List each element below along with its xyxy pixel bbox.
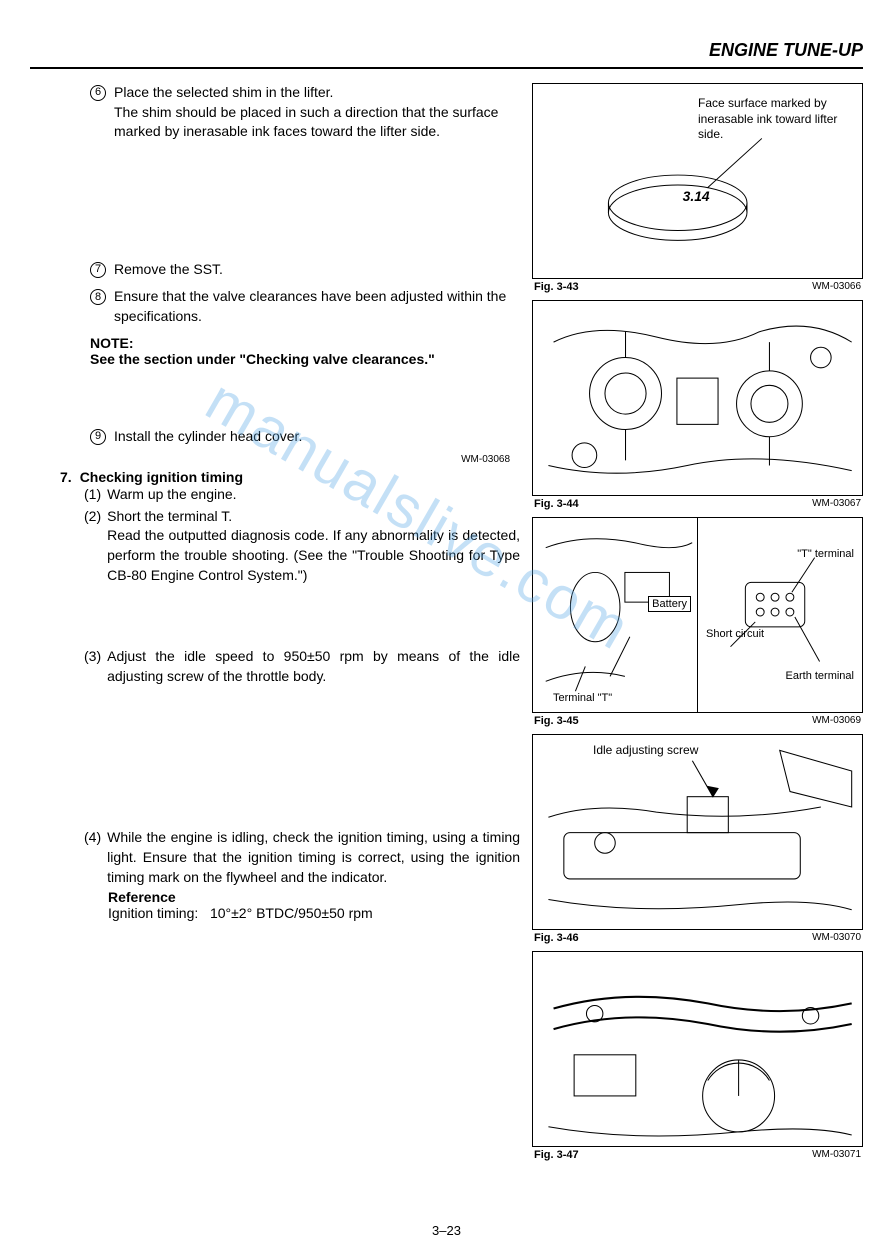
substep-4-text: While the engine is idling, check the ig… — [107, 828, 520, 887]
step-9: 9 Install the cylinder head cover. — [90, 427, 520, 447]
fig-3-45-code: WM-03069 — [812, 715, 861, 727]
t-terminal-label: "T" terminal — [797, 548, 854, 560]
timing-diagram-icon — [533, 952, 862, 1154]
figure-3-47 — [532, 951, 863, 1147]
substep-4: (4) While the engine is idling, check th… — [84, 828, 520, 887]
step-6: 6 Place the selected shim in the lifter.… — [90, 83, 520, 142]
throttle-body-diagram-icon — [533, 735, 862, 937]
substep-1: (1) Warm up the engine. — [84, 485, 520, 505]
section-7-num: 7. — [60, 469, 72, 485]
step-7-number: 7 — [90, 262, 106, 278]
substep-2-num: (2) — [84, 507, 101, 585]
note-text: See the section under "Checking valve cl… — [90, 351, 520, 367]
figure-3-46: Idle adjusting screw — [532, 734, 863, 930]
ref-code-9: WM-03068 — [30, 454, 510, 465]
earth-terminal-label: Earth terminal — [786, 670, 854, 682]
step-8-text: Ensure that the valve clearances have be… — [114, 287, 520, 326]
battery-label: Battery — [648, 596, 691, 612]
figure-3-45-right-panel: "T" terminal Short circuit Earth termina… — [698, 518, 862, 712]
step-8: 8 Ensure that the valve clearances have … — [90, 287, 520, 326]
step-8-number: 8 — [90, 289, 106, 305]
figure-3-43-annotation: Face surface marked by inerasable ink to… — [698, 96, 848, 143]
right-column: Face surface marked by inerasable ink to… — [532, 83, 863, 1168]
substep-1-num: (1) — [84, 485, 101, 505]
short-circuit-label: Short circuit — [706, 628, 764, 640]
left-column: 6 Place the selected shim in the lifter.… — [30, 83, 520, 1168]
terminal-t-left-label: Terminal "T" — [553, 692, 612, 704]
note-block: NOTE: See the section under "Checking va… — [90, 335, 520, 367]
content-area: 6 Place the selected shim in the lifter.… — [30, 83, 863, 1168]
section-7-title: Checking ignition timing — [80, 469, 243, 485]
fig-3-43-label: Fig. 3-43 — [534, 281, 579, 293]
figure-3-43-caption: Fig. 3-43 WM-03066 — [532, 279, 863, 300]
figure-3-45-left-panel: Terminal "T" Battery — [533, 518, 698, 712]
reference-value: Ignition timing: 10°±2° BTDC/950±50 rpm — [108, 905, 520, 921]
substep-3-num: (3) — [84, 647, 101, 686]
substep-1-text: Warm up the engine. — [107, 485, 520, 505]
step-6-text: Place the selected shim in the lifter. T… — [114, 83, 520, 142]
step-7-text: Remove the SST. — [114, 260, 520, 280]
note-label: NOTE: — [90, 335, 520, 351]
step-6-number: 6 — [90, 85, 106, 101]
figure-3-45-caption: Fig. 3-45 WM-03069 — [532, 713, 863, 734]
substep-2: (2) Short the terminal T. Read the outpu… — [84, 507, 520, 585]
fig-3-45-label: Fig. 3-45 — [534, 715, 579, 727]
substep-4-num: (4) — [84, 828, 101, 887]
engine-diagram-icon — [533, 301, 862, 503]
figure-3-45: Terminal "T" Battery "T" terminal Short … — [532, 517, 863, 713]
terminal-diagram-left-icon — [533, 518, 697, 712]
header-title: ENGINE TUNE-UP — [709, 40, 863, 60]
substep-3-text: Adjust the idle speed to 950±50 rpm by m… — [107, 647, 520, 686]
step-9-number: 9 — [90, 429, 106, 445]
substep-3: (3) Adjust the idle speed to 950±50 rpm … — [84, 647, 520, 686]
step-7: 7 Remove the SST. — [90, 260, 520, 280]
step-9-text: Install the cylinder head cover. — [114, 427, 520, 447]
page-header: ENGINE TUNE-UP — [30, 40, 863, 69]
page-number: 3–23 — [432, 1223, 461, 1238]
substep-2-text: Short the terminal T. Read the outputted… — [107, 507, 520, 585]
reference-block: Reference Ignition timing: 10°±2° BTDC/9… — [108, 889, 520, 921]
idle-screw-label: Idle adjusting screw — [593, 743, 698, 757]
figure-3-44 — [532, 300, 863, 496]
shim-mark-text: 3.14 — [683, 188, 710, 204]
fig-3-43-code: WM-03066 — [812, 281, 861, 293]
reference-label: Reference — [108, 889, 520, 905]
section-7-heading: 7. Checking ignition timing — [60, 469, 520, 485]
figure-3-43: Face surface marked by inerasable ink to… — [532, 83, 863, 279]
